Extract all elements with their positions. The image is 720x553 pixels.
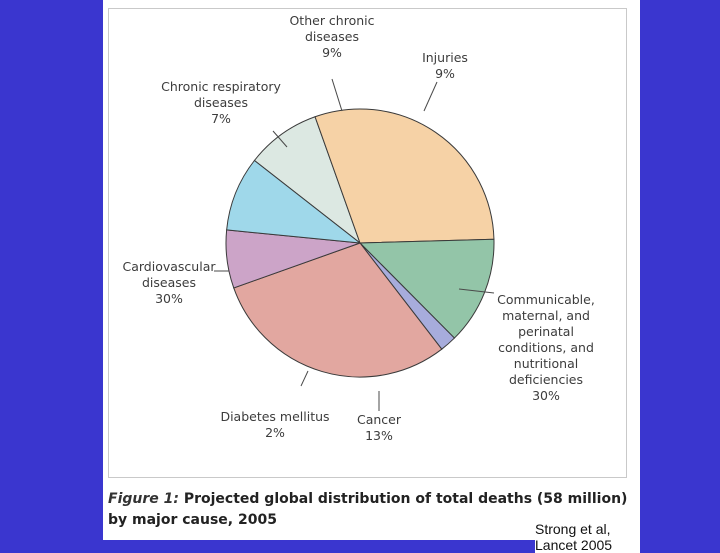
slice-label-line: Diabetes mellitus (220, 409, 329, 424)
slice-label: Cardiovascular diseases 30% (123, 259, 217, 306)
slice-label-line: Cancer (357, 412, 402, 427)
slice-label: Cancer 13% (357, 412, 402, 443)
slice-label: Communicable, maternal, and perinatal condi… (497, 292, 595, 403)
slice-label-line: nutritional (514, 356, 578, 371)
slice-label-line: perinatal (518, 324, 574, 339)
slice-label: Diabetes mellitus 2% (220, 409, 329, 440)
leader-line (272, 130, 288, 148)
slice-label-line: Cardiovascular (123, 259, 217, 274)
slice-percent: 13% (365, 428, 393, 443)
source-note: Strong et al, Lancet 2005 (535, 521, 640, 553)
pie-slice (233, 242, 443, 378)
leader-line (331, 78, 343, 112)
pie-slice (314, 108, 495, 244)
slice-label-line: conditions, and (498, 340, 594, 355)
figure-frame: Injuries 9% Communicable, maternal, and peri… (108, 8, 627, 478)
slice-percent: 9% (435, 66, 455, 81)
pie-slice (226, 159, 362, 244)
pie-chart: Injuries 9%Communicable, maternal, and peri… (123, 13, 595, 443)
slice-percent: 9% (322, 45, 342, 60)
slice-label-line: Communicable, (497, 292, 595, 307)
figure-label: Figure 1: (108, 491, 179, 507)
figure-caption: Figure 1: Projected global distribution … (108, 489, 628, 531)
caption-text: Projected global distribution of total d… (108, 491, 628, 528)
slice-label-line: Injuries (422, 50, 468, 65)
leader-line (458, 288, 495, 294)
slice-percent: 7% (211, 111, 231, 126)
slice-label-line: Other chronic (289, 13, 374, 28)
slice-percent: 30% (155, 291, 183, 306)
slice-label-line: diseases (305, 29, 359, 44)
slice-label: Chronic respiratory diseases 7% (161, 79, 281, 126)
slice-label-line: deficiencies (509, 372, 583, 387)
slice-label-line: maternal, and (502, 308, 590, 323)
slice-percent: 2% (265, 425, 285, 440)
slice-label-line: diseases (194, 95, 248, 110)
slice-percent: 30% (532, 388, 560, 403)
slide-panel: Injuries 9% Communicable, maternal, and peri… (103, 0, 640, 553)
slice-label-line: diseases (142, 275, 196, 290)
pie-slice (358, 238, 495, 339)
slice-label-line: Chronic respiratory (161, 79, 281, 94)
leader-line (300, 370, 309, 387)
slice-label: Other chronic diseases 9% (289, 13, 374, 60)
slice-label: Injuries 9% (422, 50, 468, 81)
leader-line (423, 81, 438, 112)
